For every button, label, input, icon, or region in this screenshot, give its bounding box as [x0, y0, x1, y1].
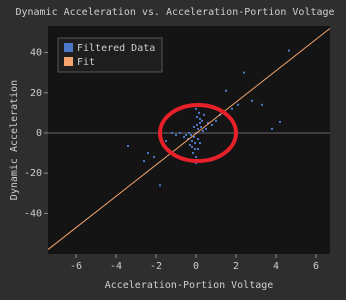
x-axis-label: Acceleration-Portion Voltage [105, 280, 274, 291]
legend-label: Filtered Data [77, 43, 155, 54]
legend-box [57, 37, 163, 73]
x-tick-label: 4 [273, 261, 279, 272]
data-point [147, 152, 149, 155]
data-point [201, 119, 203, 122]
data-point [203, 113, 205, 116]
x-tick-label: 0 [193, 261, 199, 272]
y-tick-label: 0 [36, 128, 42, 139]
data-point [197, 148, 199, 151]
data-point [153, 156, 155, 159]
y-axis-label: Dynamic Acceleration [9, 80, 20, 200]
data-point [279, 120, 281, 123]
data-point [192, 152, 194, 155]
data-point [159, 184, 161, 187]
data-point [200, 125, 202, 128]
legend-label: Fit [77, 57, 95, 68]
highlight-circle [158, 103, 238, 163]
data-point [127, 145, 129, 148]
data-point [175, 133, 177, 136]
legend: Filtered Data Fit [57, 37, 163, 73]
data-point [193, 125, 195, 128]
x-tick-label: -2 [150, 261, 162, 272]
data-point [187, 137, 189, 140]
data-point [225, 89, 227, 92]
data-point [197, 127, 199, 130]
data-point [198, 111, 200, 114]
data-point [194, 142, 196, 145]
data-point [188, 131, 190, 134]
data-point [215, 119, 217, 122]
data-point [196, 115, 198, 118]
legend-swatch [64, 43, 73, 52]
data-point [199, 142, 201, 145]
legend-swatch [64, 57, 73, 66]
data-point [143, 160, 145, 163]
y-tick-label: -20 [24, 168, 42, 179]
data-point [196, 123, 198, 126]
data-point [195, 156, 197, 159]
data-point [183, 135, 185, 138]
data-point [194, 148, 196, 151]
fit-line [47, 28, 331, 250]
y-tick-label: 20 [30, 88, 42, 99]
data-point [193, 135, 195, 138]
data-point [199, 121, 201, 124]
data-point [261, 103, 263, 106]
x-tick-label: 2 [233, 261, 239, 272]
data-point [202, 129, 204, 132]
data-point [191, 146, 193, 149]
data-point [243, 71, 245, 74]
data-point [191, 140, 193, 143]
data-point [205, 127, 207, 130]
data-point [237, 103, 239, 106]
data-point [189, 144, 191, 147]
x-tick-label: 6 [313, 261, 319, 272]
data-point [185, 133, 187, 136]
x-tick-label: -6 [70, 261, 82, 272]
data-point [207, 121, 209, 124]
data-point [231, 107, 233, 110]
y-tick-label: 40 [30, 48, 42, 59]
data-point [165, 140, 167, 143]
data-point [251, 99, 253, 102]
y-tick-label: -40 [24, 208, 42, 219]
data-point [288, 49, 290, 52]
data-point [195, 107, 197, 110]
data-point [190, 133, 192, 136]
data-point [195, 162, 197, 165]
data-point [211, 123, 213, 126]
data-point [179, 131, 181, 134]
data-point [271, 127, 273, 130]
x-tick-label: -4 [110, 261, 122, 272]
data-point [197, 137, 199, 140]
chart-title: Dynamic Acceleration vs. Acceleration-Po… [15, 7, 334, 18]
data-point [171, 131, 173, 134]
data-point [199, 117, 201, 120]
